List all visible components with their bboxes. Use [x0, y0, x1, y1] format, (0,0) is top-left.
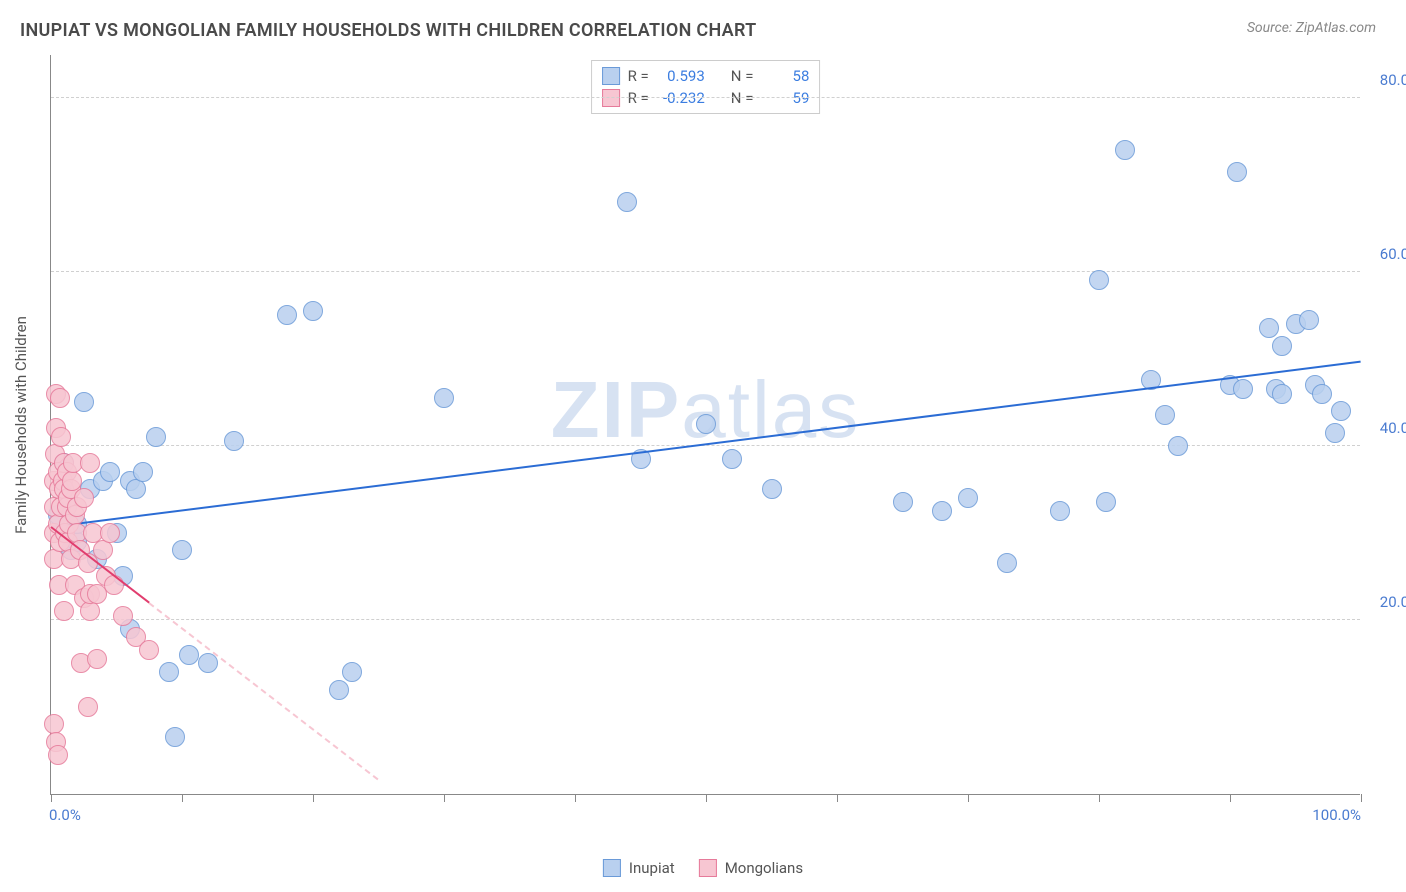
stats-r-value: -0.232: [657, 89, 705, 107]
x-tick: [182, 794, 183, 802]
y-tick-label: 20.0%: [1365, 593, 1406, 611]
scatter-point-inupiat: [172, 540, 192, 560]
x-tick: [444, 794, 445, 802]
y-tick-label: 40.0%: [1365, 419, 1406, 437]
scatter-point-mongolian: [54, 601, 74, 621]
y-axis-label: Family Households with Children: [12, 316, 30, 534]
legend-swatch: [699, 859, 717, 877]
scatter-point-inupiat: [1331, 401, 1351, 421]
scatter-point-mongolian: [80, 453, 100, 473]
x-tick: [313, 794, 314, 802]
scatter-point-inupiat: [1312, 384, 1332, 404]
scatter-point-inupiat: [198, 653, 218, 673]
x-tick: [837, 794, 838, 802]
x-tick: [51, 794, 52, 802]
legend-swatch: [602, 89, 620, 107]
watermark: ZIPatlas: [551, 364, 860, 456]
scatter-point-mongolian: [80, 601, 100, 621]
scatter-point-inupiat: [893, 492, 913, 512]
x-tick: [968, 794, 969, 802]
y-tick-label: 60.0%: [1365, 245, 1406, 263]
scatter-point-mongolian: [62, 471, 82, 491]
scatter-point-inupiat: [179, 645, 199, 665]
stats-legend-box: R = 0.593 N = 58 R = -0.232 N = 59: [591, 60, 821, 114]
stats-n-label: N =: [731, 67, 754, 85]
scatter-point-inupiat: [1299, 310, 1319, 330]
legend-label: Inupiat: [629, 859, 675, 877]
scatter-point-mongolian: [50, 388, 70, 408]
stats-n-label: N =: [731, 89, 754, 107]
scatter-point-inupiat: [1115, 140, 1135, 160]
scatter-point-inupiat: [722, 449, 742, 469]
scatter-point-mongolian: [139, 640, 159, 660]
scatter-point-inupiat: [1272, 336, 1292, 356]
scatter-point-mongolian: [48, 745, 68, 765]
scatter-point-inupiat: [1325, 423, 1345, 443]
scatter-point-mongolian: [104, 575, 124, 595]
scatter-point-inupiat: [165, 727, 185, 747]
scatter-point-mongolian: [100, 523, 120, 543]
scatter-point-inupiat: [100, 462, 120, 482]
x-tick: [1099, 794, 1100, 802]
stats-row-mongolian: R = -0.232 N = 59: [602, 87, 810, 109]
stats-r-label: R =: [628, 89, 649, 107]
scatter-point-inupiat: [617, 192, 637, 212]
scatter-point-inupiat: [126, 479, 146, 499]
source-label: Source: ZipAtlas.com: [1247, 20, 1376, 36]
x-tick-label: 0.0%: [49, 806, 81, 824]
stats-n-value: 59: [761, 89, 809, 107]
scatter-point-inupiat: [1089, 270, 1109, 290]
scatter-point-mongolian: [113, 606, 133, 626]
gridline-y: [51, 271, 1360, 272]
scatter-point-inupiat: [997, 553, 1017, 573]
scatter-point-inupiat: [1050, 501, 1070, 521]
scatter-point-inupiat: [133, 462, 153, 482]
scatter-point-mongolian: [87, 649, 107, 669]
scatter-point-inupiat: [932, 501, 952, 521]
x-tick: [1230, 794, 1231, 802]
scatter-point-inupiat: [159, 662, 179, 682]
scatter-point-inupiat: [224, 431, 244, 451]
scatter-point-inupiat: [303, 301, 323, 321]
chart-title: INUPIAT VS MONGOLIAN FAMILY HOUSEHOLDS W…: [20, 20, 757, 41]
scatter-point-inupiat: [342, 662, 362, 682]
y-tick-label: 80.0%: [1365, 71, 1406, 89]
legend-swatch: [603, 859, 621, 877]
stats-row-inupiat: R = 0.593 N = 58: [602, 65, 810, 87]
x-tick: [575, 794, 576, 802]
x-tick: [1361, 794, 1362, 802]
scatter-point-inupiat: [1227, 162, 1247, 182]
x-tick-label: 100.0%: [1312, 806, 1361, 824]
bottom-legend: Inupiat Mongolians: [603, 859, 803, 877]
scatter-point-inupiat: [434, 388, 454, 408]
scatter-point-inupiat: [329, 680, 349, 700]
legend-item-mongolian: Mongolians: [699, 859, 803, 877]
stats-r-value: 0.593: [657, 67, 705, 85]
scatter-point-mongolian: [74, 488, 94, 508]
scatter-point-inupiat: [277, 305, 297, 325]
stats-n-value: 58: [761, 67, 809, 85]
legend-swatch: [602, 67, 620, 85]
gridline-y: [51, 97, 1360, 98]
scatter-point-inupiat: [1096, 492, 1116, 512]
scatter-point-inupiat: [74, 392, 94, 412]
scatter-point-inupiat: [146, 427, 166, 447]
stats-r-label: R =: [628, 67, 649, 85]
scatter-point-mongolian: [78, 697, 98, 717]
scatter-point-inupiat: [1168, 436, 1188, 456]
gridline-y: [51, 619, 1360, 620]
legend-item-inupiat: Inupiat: [603, 859, 675, 877]
scatter-point-inupiat: [696, 414, 716, 434]
scatter-point-inupiat: [1259, 318, 1279, 338]
scatter-point-inupiat: [958, 488, 978, 508]
scatter-point-inupiat: [1233, 379, 1253, 399]
scatter-point-inupiat: [1272, 384, 1292, 404]
scatter-point-inupiat: [1155, 405, 1175, 425]
x-tick: [706, 794, 707, 802]
scatter-point-inupiat: [762, 479, 782, 499]
scatter-point-mongolian: [51, 427, 71, 447]
scatter-point-mongolian: [93, 540, 113, 560]
chart-plot-area: ZIPatlas Family Households with Children…: [50, 55, 1360, 795]
legend-label: Mongolians: [725, 859, 803, 877]
